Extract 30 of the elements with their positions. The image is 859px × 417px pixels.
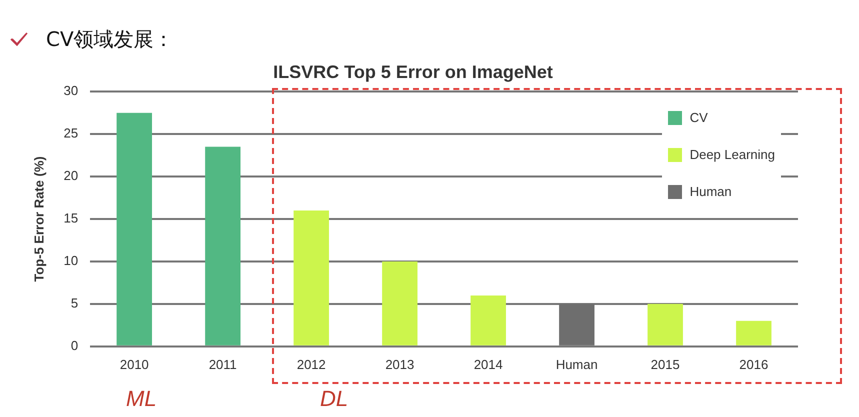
x-tick-label: 2010: [120, 356, 149, 372]
bar: [205, 146, 240, 346]
y-tick-label: 5: [70, 296, 78, 311]
legend-label: Human: [690, 184, 732, 199]
bar: [470, 295, 506, 346]
y-tick-label: 30: [64, 83, 78, 98]
y-tick-label: 15: [64, 210, 78, 226]
x-tick-label: 2015: [650, 356, 680, 372]
text: CV领域发展：: [46, 26, 174, 53]
x-tick-label: 2013: [385, 356, 414, 372]
bar: [736, 320, 772, 346]
y-tick-label: 25: [64, 126, 78, 141]
y-tick-label: 20: [64, 168, 78, 184]
x-tick-label: Human: [556, 356, 598, 372]
text: DL: [320, 386, 348, 412]
x-tick-label: 2016: [739, 356, 768, 372]
text: ML: [126, 386, 157, 412]
y-tick-label: 10: [64, 253, 78, 268]
y-axis-title: Top-5 Error Rate (%): [31, 156, 46, 282]
bar: [294, 210, 329, 346]
bar: [382, 261, 418, 346]
legend-label: Deep Learning: [690, 147, 775, 162]
x-tick-label: 2014: [474, 356, 503, 372]
x-tick-label: 2011: [208, 356, 237, 372]
legend-label: CV: [690, 110, 708, 125]
x-tick-label: 2012: [296, 356, 326, 372]
chart-title: ILSVRC Top 5 Error on ImageNet: [273, 62, 553, 82]
bar: [648, 304, 683, 346]
y-tick-label: 0: [70, 338, 78, 353]
bar: [116, 112, 152, 346]
